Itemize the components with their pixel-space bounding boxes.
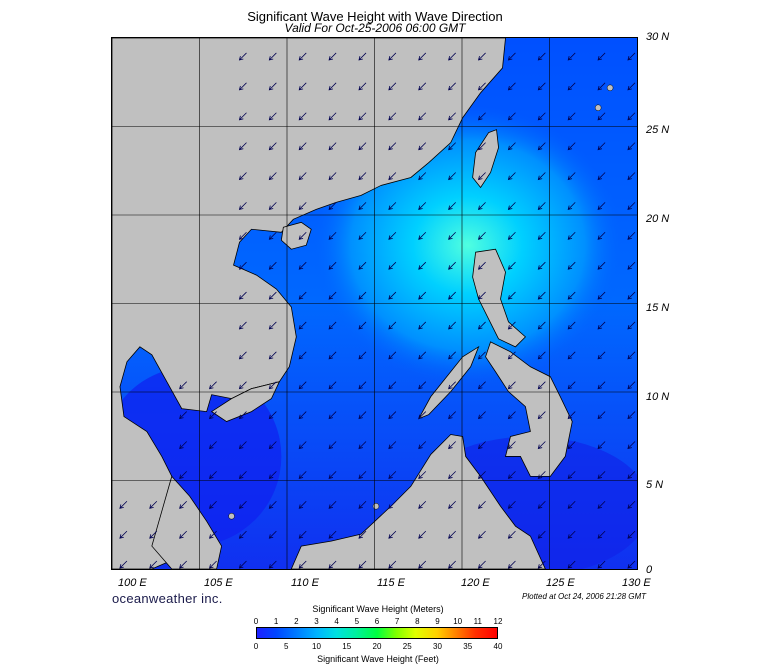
- lon-label-115e: 115 E: [377, 577, 405, 589]
- lat-label-0: 0: [646, 564, 652, 576]
- lon-label-130e: 130 E: [622, 577, 651, 589]
- feet-tick: 0: [254, 642, 258, 651]
- oceanweather-logo: oceanweather inc.: [112, 591, 223, 606]
- lon-label-120e: 120 E: [461, 577, 490, 589]
- feet-tick: 5: [284, 642, 288, 651]
- feet-tick: 40: [494, 642, 503, 651]
- meter-tick: 11: [474, 617, 482, 626]
- meter-tick: 10: [453, 617, 462, 626]
- meter-tick: 9: [435, 617, 439, 626]
- natuna-islet: [229, 513, 235, 519]
- colorbar-title-feet: Significant Wave Height (Feet): [258, 654, 498, 664]
- plotted-timestamp: Plotted at Oct 24, 2006 21:28 GMT: [522, 592, 646, 601]
- wave-map: [111, 37, 638, 570]
- lon-label-110e: 110 E: [291, 577, 319, 589]
- meter-tick: 4: [334, 617, 338, 626]
- meter-tick: 2: [294, 617, 298, 626]
- colorbar: [256, 627, 498, 639]
- lat-label-5n: 5 N: [646, 479, 663, 491]
- lon-label-105e: 105 E: [204, 577, 233, 589]
- lat-label-15n: 15 N: [646, 302, 669, 314]
- meter-tick: 12: [494, 617, 503, 626]
- colorbar-title-meters: Significant Wave Height (Meters): [258, 604, 498, 614]
- spratly-islet: [373, 503, 379, 509]
- feet-tick: 20: [373, 642, 382, 651]
- feet-tick: 30: [433, 642, 442, 651]
- lon-label-125e: 125 E: [546, 577, 575, 589]
- lat-label-30n: 30 N: [646, 31, 669, 43]
- ryukyu-islet-2: [595, 105, 601, 111]
- meter-tick: 8: [415, 617, 419, 626]
- feet-tick: 25: [403, 642, 412, 651]
- feet-tick: 15: [342, 642, 351, 651]
- ryukyu-islet-1: [607, 85, 613, 91]
- meter-tick: 5: [355, 617, 359, 626]
- meter-tick: 7: [395, 617, 399, 626]
- lat-label-10n: 10 N: [646, 391, 669, 403]
- meter-tick: 6: [375, 617, 379, 626]
- feet-tick: 35: [463, 642, 472, 651]
- lat-label-20n: 20 N: [646, 213, 669, 225]
- meter-tick: 0: [254, 617, 258, 626]
- lat-label-25n: 25 N: [646, 124, 669, 136]
- chart-subtitle: Valid For Oct-25-2006 06:00 GMT: [0, 21, 750, 35]
- feet-tick: 10: [312, 642, 321, 651]
- meter-tick: 1: [274, 617, 278, 626]
- meter-tick: 3: [314, 617, 318, 626]
- lon-label-100e: 100 E: [118, 577, 147, 589]
